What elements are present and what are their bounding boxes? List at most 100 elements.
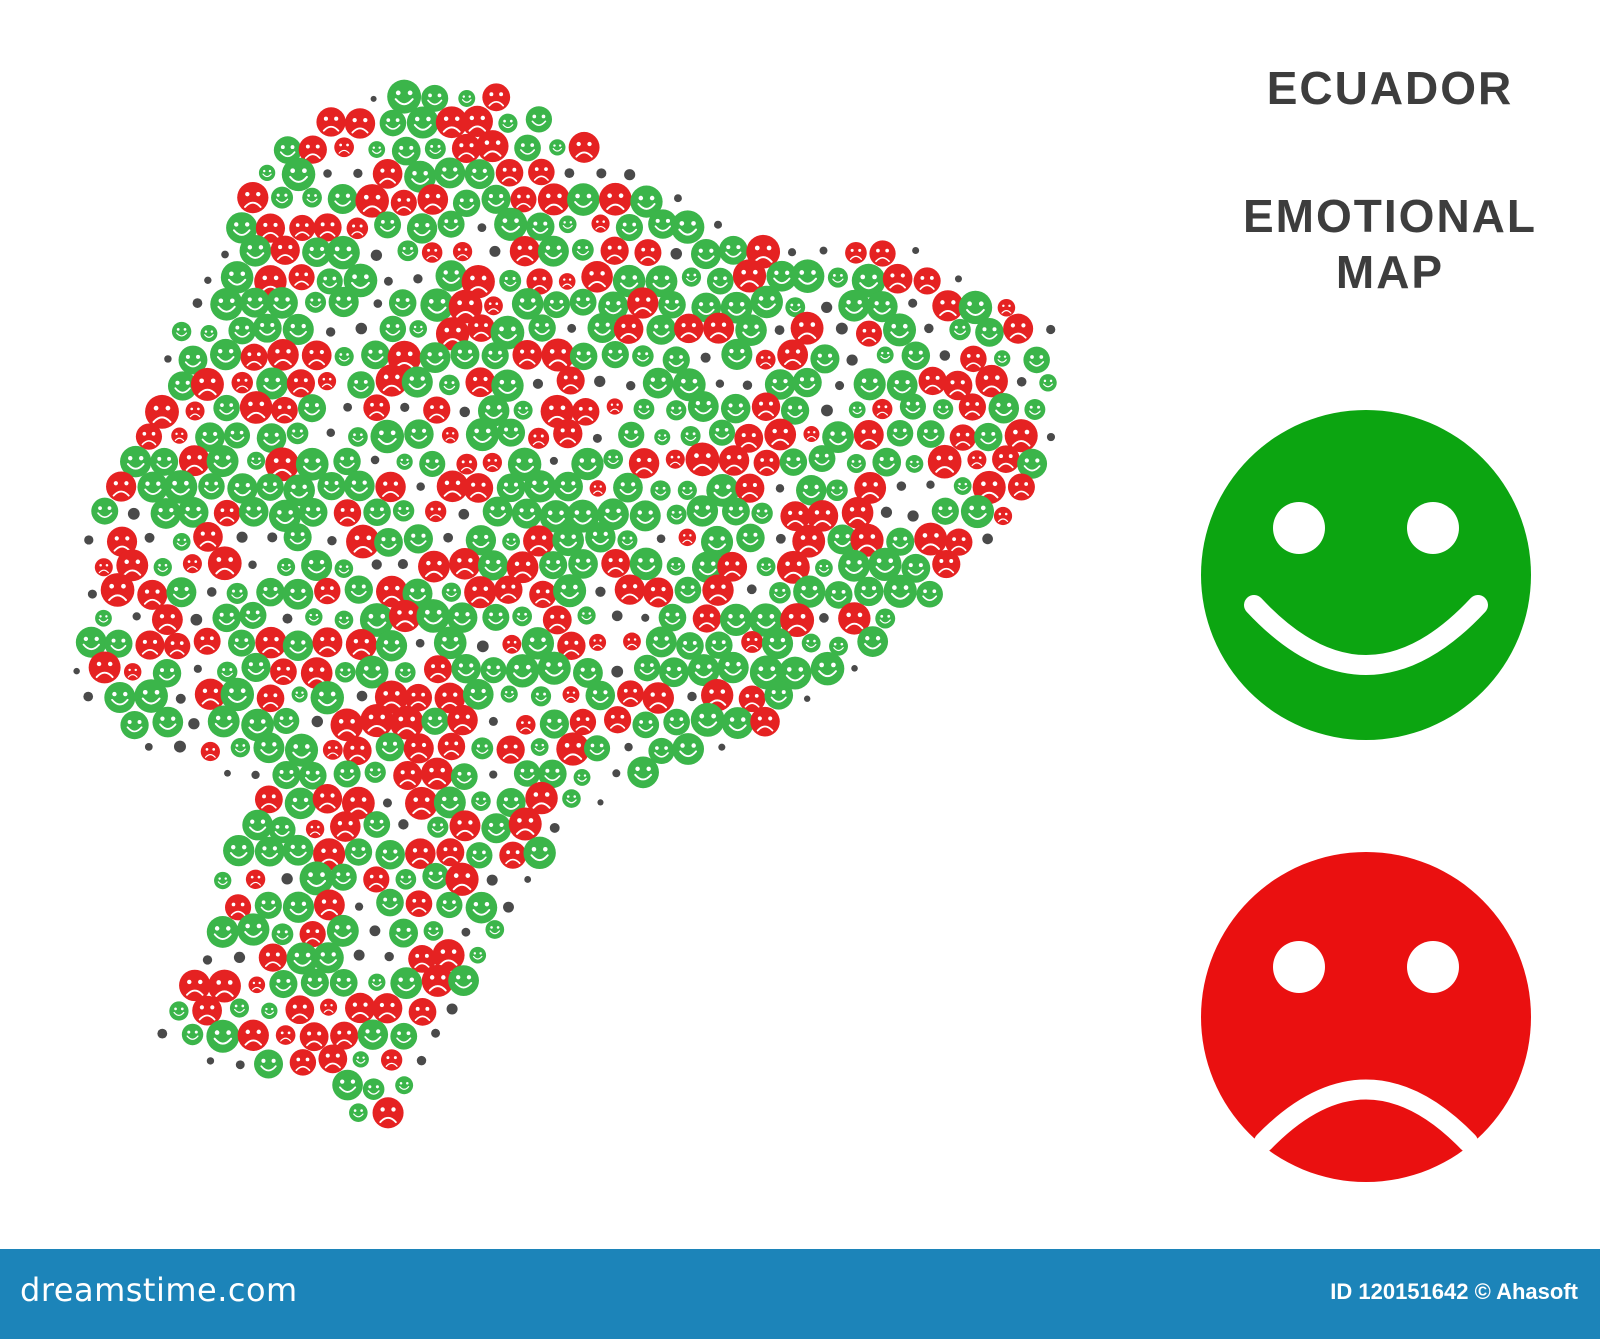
- map-sad-face-icon: [512, 340, 543, 370]
- map-sad-face-icon: [753, 449, 780, 477]
- map-happy-face-icon: [397, 240, 419, 262]
- map-happy-face-icon: [690, 238, 722, 270]
- map-happy-face-icon: [300, 968, 329, 997]
- map-happy-face-icon: [395, 1076, 414, 1095]
- subtitle-line-1: EMOTIONAL: [1243, 190, 1537, 242]
- map-happy-face-icon: [284, 733, 319, 767]
- map-sad-face-icon: [434, 682, 466, 714]
- map-happy-face-icon: [633, 654, 661, 682]
- map-happy-face-icon: [217, 661, 238, 682]
- map-happy-face-icon: [1039, 374, 1057, 392]
- map-happy-face-icon: [718, 235, 748, 265]
- map-sad-face-icon: [436, 838, 465, 867]
- map-sad-face-icon: [256, 684, 285, 713]
- map-happy-face-icon: [562, 789, 581, 808]
- map-happy-face-icon: [302, 187, 322, 208]
- map-happy-face-icon: [298, 761, 327, 790]
- map-happy-face-icon: [95, 609, 112, 627]
- map-sad-face-icon: [562, 686, 580, 703]
- map-happy-face-icon: [857, 626, 889, 657]
- map-dot: [164, 355, 172, 363]
- map-happy-face-icon: [659, 657, 689, 688]
- map-happy-face-icon: [163, 470, 198, 504]
- map-happy-face-icon: [268, 499, 302, 532]
- map-happy-face-icon: [256, 423, 287, 453]
- map-sad-face-icon: [776, 550, 810, 584]
- map-sad-face-icon: [393, 760, 423, 791]
- map-sad-face-icon: [344, 108, 376, 139]
- map-happy-face-icon: [866, 291, 898, 323]
- map-happy-face-icon: [406, 106, 439, 139]
- map-happy-face-icon: [720, 291, 753, 324]
- map-sad-face-icon: [200, 741, 220, 762]
- map-happy-face-icon: [284, 787, 317, 820]
- map-happy-face-icon: [171, 321, 192, 342]
- map-happy-face-icon: [854, 576, 884, 607]
- map-happy-face-icon: [569, 342, 598, 371]
- map-sad-face-icon: [421, 757, 454, 790]
- map-sad-face-icon: [255, 213, 286, 243]
- map-sad-face-icon: [390, 189, 417, 216]
- map-happy-face-icon: [266, 287, 298, 319]
- map-sad-face-icon: [376, 575, 408, 608]
- map-dot: [84, 535, 94, 545]
- map-happy-face-icon: [988, 392, 1020, 424]
- map-happy-face-icon: [370, 419, 405, 454]
- map-dot: [369, 925, 381, 937]
- map-dot: [742, 380, 753, 390]
- map-happy-face-icon: [305, 608, 323, 626]
- map-dot: [939, 350, 951, 361]
- map-happy-face-icon: [792, 367, 822, 398]
- map-happy-face-icon: [502, 532, 520, 551]
- map-happy-face-icon: [552, 524, 585, 557]
- map-sad-face-icon: [190, 367, 224, 401]
- map-dot: [1046, 432, 1056, 442]
- map-happy-face-icon: [422, 862, 450, 890]
- map-happy-face-icon: [334, 559, 354, 578]
- map-happy-face-icon: [568, 549, 598, 579]
- map-happy-face-icon: [1017, 448, 1048, 479]
- map-happy-face-icon: [329, 863, 357, 891]
- map-sad-face-icon: [764, 418, 797, 451]
- map-sad-face-icon: [207, 546, 242, 581]
- map-sad-face-icon: [465, 367, 496, 398]
- map-dot: [235, 1060, 245, 1070]
- map-happy-face-icon: [282, 630, 314, 662]
- map-happy-face-icon: [299, 861, 334, 896]
- map-sad-face-icon: [299, 1022, 329, 1052]
- footer-logo[interactable]: dreamstime.com: [20, 1271, 298, 1309]
- map-happy-face-icon: [953, 477, 972, 495]
- map-happy-face-icon: [471, 737, 494, 760]
- map-happy-face-icon: [585, 680, 616, 711]
- map-dot: [370, 249, 383, 261]
- map-happy-face-icon: [391, 136, 421, 166]
- map-sad-face-icon: [476, 130, 509, 163]
- map-happy-face-icon: [677, 480, 697, 500]
- map-happy-face-icon: [761, 627, 794, 660]
- map-sad-face-icon: [312, 783, 343, 814]
- map-happy-face-icon: [511, 498, 542, 529]
- map-happy-face-icon: [401, 366, 433, 398]
- map-sad-face-icon: [589, 480, 607, 497]
- map-happy-face-icon: [286, 942, 319, 975]
- map-happy-face-icon: [958, 290, 993, 325]
- map-sad-face-icon: [151, 604, 183, 636]
- map-sad-face-icon: [135, 630, 165, 660]
- map-sad-face-icon: [975, 364, 1008, 398]
- map-happy-face-icon: [810, 651, 845, 686]
- map-happy-face-icon: [316, 268, 343, 295]
- map-happy-face-icon: [846, 454, 866, 474]
- map-sad-face-icon: [855, 320, 883, 347]
- map-happy-face-icon: [305, 291, 327, 313]
- map-sad-face-icon: [341, 786, 375, 820]
- map-dot: [343, 402, 353, 412]
- map-happy-face-icon: [364, 761, 386, 783]
- map-sad-face-icon: [239, 391, 273, 424]
- map-sad-face-icon: [403, 733, 434, 764]
- map-happy-face-icon: [291, 686, 308, 703]
- map-sad-face-icon: [301, 340, 332, 371]
- map-happy-face-icon: [708, 419, 736, 446]
- map-happy-face-icon: [206, 915, 239, 948]
- map-sad-face-icon: [193, 627, 221, 655]
- map-happy-face-icon: [152, 659, 182, 688]
